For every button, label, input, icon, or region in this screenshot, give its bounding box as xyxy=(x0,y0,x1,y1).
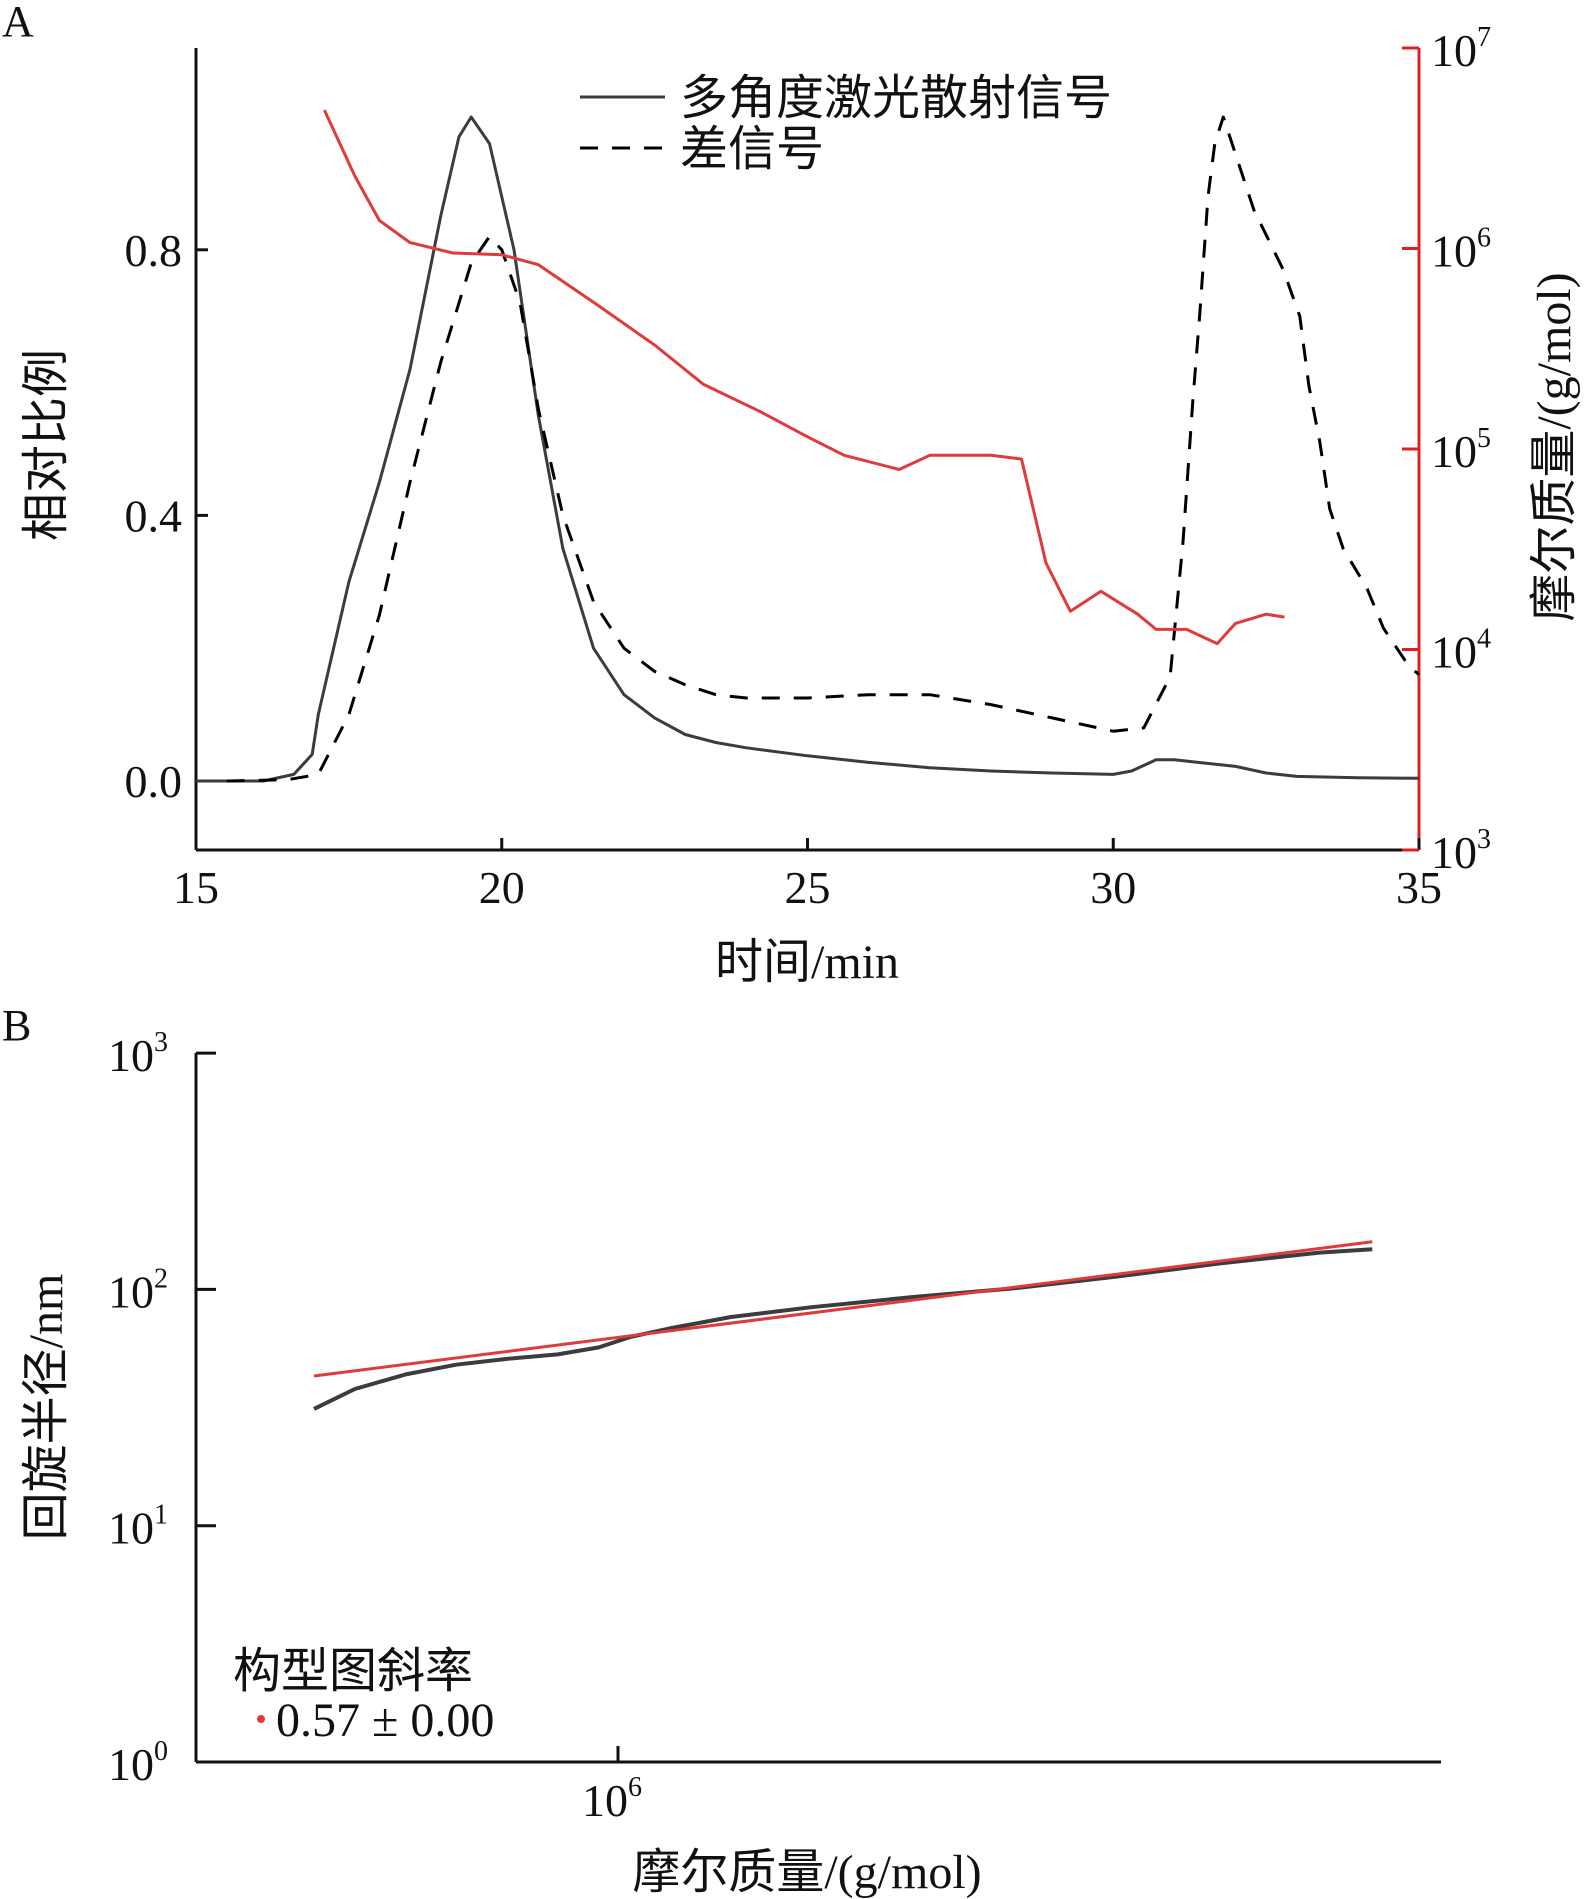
a-y2-tick-label: 103 xyxy=(1431,824,1491,878)
a-y2-tick-label-base: 10 xyxy=(1431,226,1477,277)
a-x-tick-label: 15 xyxy=(173,862,219,913)
b-y-tick-label-base: 10 xyxy=(108,1739,154,1790)
panel-b-label: B xyxy=(2,1001,31,1050)
b-y-tick-label-exponent: 2 xyxy=(154,1263,168,1294)
a-y2-tick-label-exponent: 5 xyxy=(1477,423,1491,454)
b-y-tick-label: 103 xyxy=(108,1027,168,1081)
a-series xyxy=(196,109,1421,783)
a-y2-tick-label-base: 10 xyxy=(1431,25,1477,76)
b-y-tick-label-exponent: 3 xyxy=(154,1027,168,1058)
b-y-axis-label: 回旋半径/nm xyxy=(20,1274,73,1541)
a-x-axis-label: 时间/min xyxy=(715,936,899,989)
b-x-tick-label-base: 10 xyxy=(582,1775,628,1826)
series-rg-vs-mass xyxy=(313,1247,1373,1411)
a-x-tick-label: 25 xyxy=(785,862,831,913)
series-mals-signal xyxy=(196,115,1420,783)
b-legend: 构型图斜率 0.57 ± 0.00 xyxy=(233,1645,494,1747)
b-y-tick-label-base: 10 xyxy=(108,1030,154,1081)
series-fit-line xyxy=(313,1240,1373,1378)
b-y-tick-label: 101 xyxy=(108,1500,168,1554)
a-x-tick-label: 30 xyxy=(1090,862,1136,913)
legend-label-mals: 多角度激光散射信号 xyxy=(680,72,1112,125)
a-x-ticks: 15 20 25 30 35 xyxy=(173,838,1442,913)
a-y2-tick-label-exponent: 6 xyxy=(1477,223,1491,254)
b-y-tick-label: 100 xyxy=(108,1736,168,1790)
a-y-tick-label: 0.8 xyxy=(125,225,183,276)
b-x-ticks: 106 xyxy=(582,1746,642,1826)
a-y2-tick-label-exponent: 3 xyxy=(1477,824,1491,855)
b-y-tick-label-exponent: 0 xyxy=(154,1736,168,1767)
b-series xyxy=(313,1240,1373,1411)
a-y-ticks: 0.0 0.4 0.8 xyxy=(125,225,208,807)
b-y-tick-label-base: 10 xyxy=(108,1503,154,1554)
a-y2-tick-label-base: 10 xyxy=(1431,627,1477,678)
b-y-tick-label-exponent: 1 xyxy=(154,1500,168,1531)
legend-title: 构型图斜率 xyxy=(233,1645,473,1698)
a-y2-tick-label: 107 xyxy=(1431,22,1491,76)
a-y2-tick-label: 105 xyxy=(1431,423,1491,477)
b-x-axis-label: 摩尔质量/(g/mol) xyxy=(632,1846,981,1899)
a-x-tick-label: 35 xyxy=(1396,862,1442,913)
series-diff-signal xyxy=(226,115,1421,783)
a-legend: 多角度激光散射信号 差信号 xyxy=(580,72,1112,176)
a-y2-tick-label-base: 10 xyxy=(1431,827,1477,878)
b-x-tick-label-exponent: 6 xyxy=(628,1772,642,1803)
a-y-tick-label: 0.4 xyxy=(125,490,183,541)
series-molar-mass xyxy=(323,109,1285,646)
legend-fit-dot xyxy=(257,1715,265,1723)
b-x-tick-label: 106 xyxy=(582,1772,642,1826)
a-y-tick-label: 0.0 xyxy=(125,756,183,807)
a-y2-tick-label-exponent: 7 xyxy=(1477,22,1491,53)
a-y-axis-label: 相对比例 xyxy=(20,349,73,541)
a-x-tick-label: 20 xyxy=(479,862,525,913)
a-y2-tick-label-base: 10 xyxy=(1431,426,1477,477)
b-y-tick-label-base: 10 xyxy=(108,1266,154,1317)
b-y-tick-label: 102 xyxy=(108,1263,168,1317)
a-y2-axis-label: 摩尔质量/(g/mol) xyxy=(1528,272,1581,621)
legend-label-diff: 差信号 xyxy=(680,123,824,176)
a-y2-tick-label-exponent: 4 xyxy=(1477,624,1491,655)
a-y2-tick-label: 104 xyxy=(1431,624,1491,678)
legend-slope-value: 0.57 ± 0.00 xyxy=(276,1694,494,1747)
panel-a-label: A xyxy=(2,0,34,46)
a-y2-tick-label: 106 xyxy=(1431,223,1491,277)
